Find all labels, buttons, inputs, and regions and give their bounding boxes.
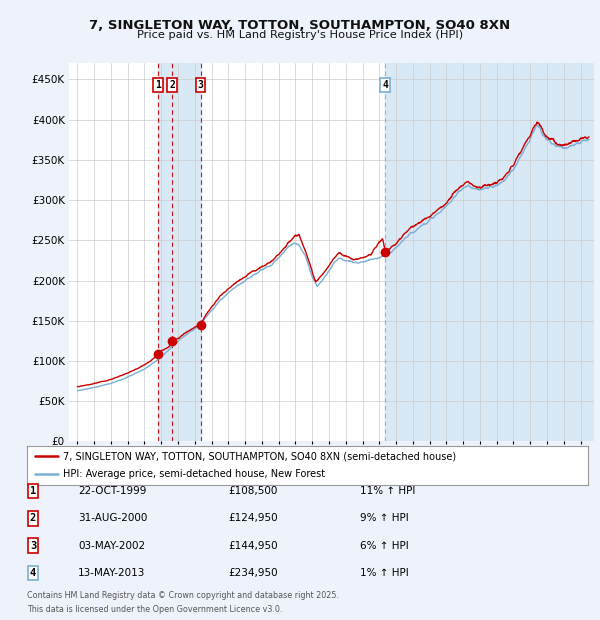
Text: 4: 4: [382, 80, 388, 90]
Text: 1% ↑ HPI: 1% ↑ HPI: [360, 568, 409, 578]
Text: 1: 1: [30, 486, 36, 496]
Text: 6% ↑ HPI: 6% ↑ HPI: [360, 541, 409, 551]
Text: 2: 2: [30, 513, 36, 523]
Text: 31-AUG-2000: 31-AUG-2000: [78, 513, 148, 523]
Text: Contains HM Land Registry data © Crown copyright and database right 2025.: Contains HM Land Registry data © Crown c…: [27, 591, 339, 600]
Text: 3: 3: [197, 80, 203, 90]
Text: 2: 2: [169, 80, 175, 90]
Text: This data is licensed under the Open Government Licence v3.0.: This data is licensed under the Open Gov…: [27, 604, 283, 614]
Text: Price paid vs. HM Land Registry's House Price Index (HPI): Price paid vs. HM Land Registry's House …: [137, 30, 463, 40]
Text: £144,950: £144,950: [228, 541, 278, 551]
Text: 11% ↑ HPI: 11% ↑ HPI: [360, 486, 415, 496]
Bar: [158, 63, 200, 441]
Text: £108,500: £108,500: [228, 486, 277, 496]
Text: 13-MAY-2013: 13-MAY-2013: [78, 568, 145, 578]
Text: 22-OCT-1999: 22-OCT-1999: [78, 486, 146, 496]
Text: 7, SINGLETON WAY, TOTTON, SOUTHAMPTON, SO40 8XN: 7, SINGLETON WAY, TOTTON, SOUTHAMPTON, S…: [89, 19, 511, 32]
Text: 9% ↑ HPI: 9% ↑ HPI: [360, 513, 409, 523]
Text: £234,950: £234,950: [228, 568, 278, 578]
Text: 3: 3: [30, 541, 36, 551]
Text: 1: 1: [155, 80, 161, 90]
Text: HPI: Average price, semi-detached house, New Forest: HPI: Average price, semi-detached house,…: [64, 469, 326, 479]
Bar: [385, 63, 594, 441]
Text: £124,950: £124,950: [228, 513, 278, 523]
Text: 03-MAY-2002: 03-MAY-2002: [78, 541, 145, 551]
Text: 4: 4: [30, 568, 36, 578]
Text: 7, SINGLETON WAY, TOTTON, SOUTHAMPTON, SO40 8XN (semi-detached house): 7, SINGLETON WAY, TOTTON, SOUTHAMPTON, S…: [64, 451, 457, 461]
